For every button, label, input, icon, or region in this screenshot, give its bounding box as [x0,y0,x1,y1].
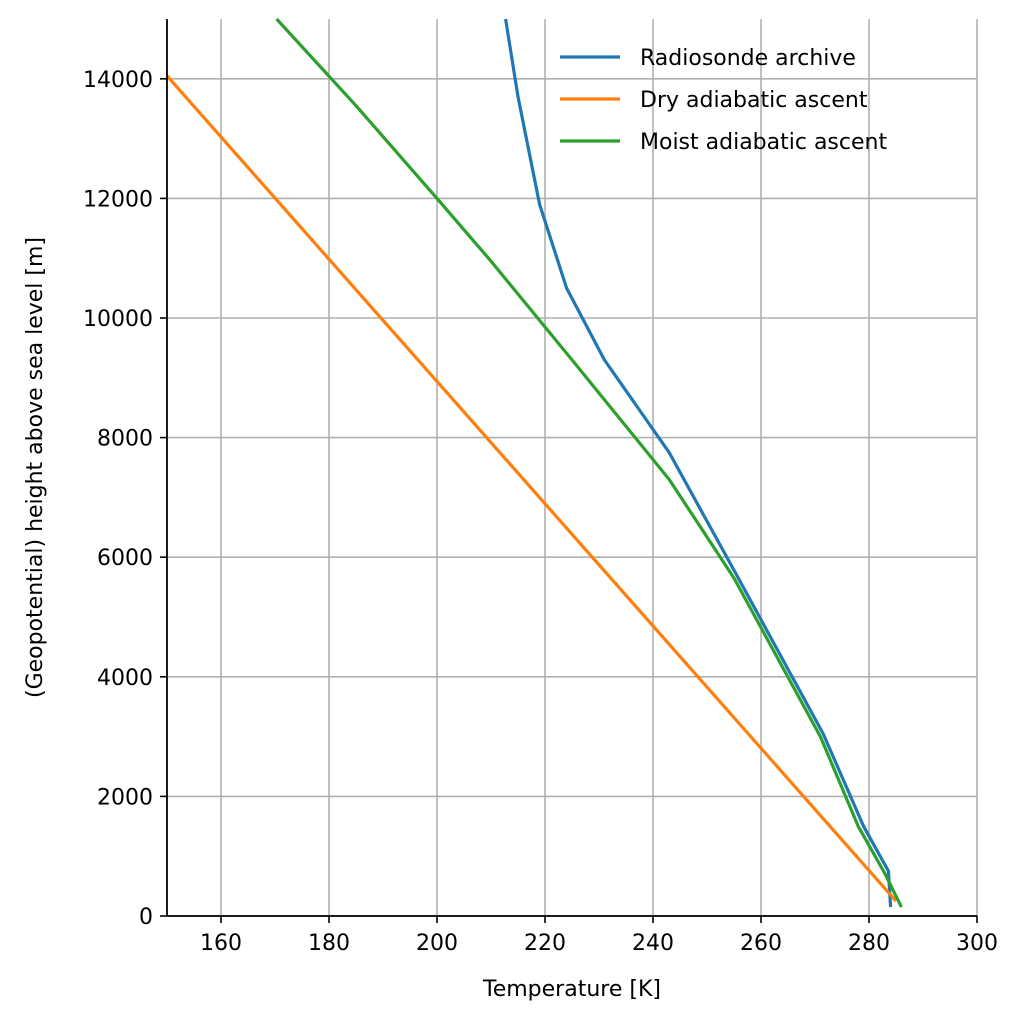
x-tick-label: 200 [416,931,458,956]
x-tick-label: 280 [848,931,890,956]
series-line-3 [275,17,903,908]
y-tick-label: 6000 [97,546,153,571]
x-tick-label: 240 [632,931,674,956]
y-tick-label: 2000 [97,785,153,810]
series-line-2 [165,74,898,903]
y-tick-label: 0 [139,905,153,930]
legend-label-1: Radiosonde archive [640,46,856,71]
y-tick-label: 12000 [83,187,153,212]
x-tick-label: 220 [524,931,566,956]
axes [166,19,977,917]
tick-labels: 160 180 200 220 240 260 280 300 0 2000 4000 6000 800… [83,68,998,956]
x-axis-title: Temperature [K] [482,977,661,1002]
y-tick-label: 14000 [83,68,153,93]
x-tick-label: 180 [308,931,350,956]
series-line-1 [504,18,893,908]
x-tick-label: 300 [956,931,998,956]
y-tick-label: 10000 [83,307,153,332]
y-tick-label: 8000 [97,427,153,452]
legend-label-2: Dry adiabatic ascent [640,88,868,113]
y-axis-title: (Geopotential) height above sea level [m… [23,237,48,698]
x-tick-label: 160 [200,931,242,956]
legend: Radiosonde archive Dry adiabatic ascent Mo… [560,46,887,155]
x-tick-label: 260 [740,931,782,956]
plot-lines [165,17,903,908]
grid-lines [167,19,978,917]
legend-label-3: Moist adiabatic ascent [640,130,887,155]
tick-marks [160,78,978,923]
y-tick-label: 4000 [97,666,153,691]
